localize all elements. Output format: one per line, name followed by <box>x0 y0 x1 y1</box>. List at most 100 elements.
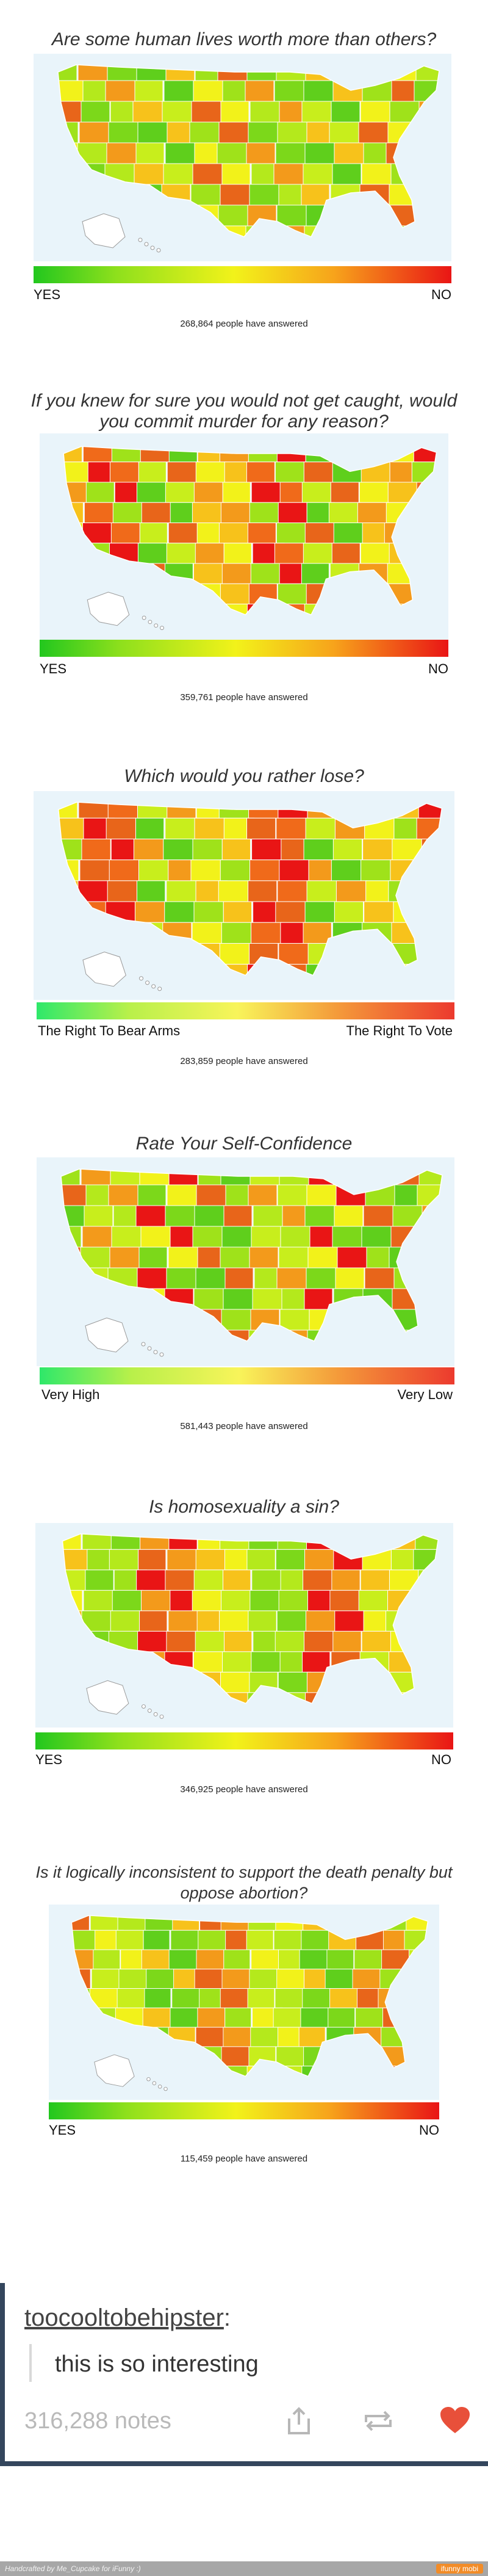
state-region <box>218 121 251 143</box>
state-region <box>220 101 249 123</box>
state-region <box>63 543 88 564</box>
state-region <box>413 1549 439 1571</box>
state-region <box>62 1692 89 1704</box>
share-button[interactable] <box>282 2404 316 2438</box>
state-region <box>331 543 361 564</box>
us-map <box>40 433 448 641</box>
state-region <box>418 1246 442 1268</box>
state-region <box>135 817 165 839</box>
state-region <box>146 1969 175 1989</box>
state-region <box>138 461 167 483</box>
state-region <box>140 1671 169 1693</box>
state-region <box>278 1246 312 1268</box>
state-region <box>108 121 140 143</box>
state-region <box>351 1915 381 1931</box>
state-region <box>190 859 224 881</box>
state-region <box>138 859 170 881</box>
state-region <box>138 1246 168 1268</box>
state-region <box>247 523 276 544</box>
state-region <box>448 1164 454 1185</box>
state-region <box>304 142 337 164</box>
state-region <box>78 802 112 819</box>
state-region <box>360 1169 392 1185</box>
state-region <box>306 880 339 902</box>
state-region <box>357 1671 387 1693</box>
state-region <box>190 942 222 965</box>
state-region <box>71 2027 92 2047</box>
state-region <box>414 502 437 524</box>
state-region <box>164 225 196 237</box>
state-region <box>58 942 82 965</box>
state-region <box>415 1533 439 1550</box>
state-region <box>414 225 439 237</box>
state-region <box>415 901 442 923</box>
like-button[interactable] <box>438 2404 472 2438</box>
state-region <box>303 838 334 861</box>
state-region <box>105 901 139 923</box>
state-region <box>58 817 87 839</box>
state-region <box>385 225 418 237</box>
state-region <box>329 121 362 143</box>
state-region <box>387 1590 418 1612</box>
state-region <box>334 1205 364 1227</box>
state-region <box>217 142 248 164</box>
state-region <box>195 461 227 483</box>
state-region <box>447 122 451 143</box>
state-region <box>218 880 249 902</box>
state-region <box>63 563 85 584</box>
state-region <box>249 1671 278 1693</box>
state-region <box>390 1226 422 1248</box>
state-region <box>219 1610 249 1632</box>
notes-count[interactable]: 316,288 notes <box>24 2408 171 2434</box>
state-region <box>274 80 308 102</box>
poll-title: If you knew for sure you would not get c… <box>30 391 458 432</box>
state-region <box>279 1169 309 1185</box>
state-region <box>393 1267 426 1289</box>
state-region <box>220 1671 251 1693</box>
state-region <box>449 1309 454 1330</box>
state-region <box>301 101 332 123</box>
state-region <box>252 1288 284 1310</box>
state-region <box>105 80 135 102</box>
state-region <box>418 1569 439 1591</box>
state-region <box>309 1309 342 1331</box>
state-region <box>246 142 276 164</box>
state-region <box>416 817 442 839</box>
state-region <box>108 1184 138 1206</box>
reblog-button[interactable] <box>361 2404 395 2438</box>
poll-title: Is it logically inconsistent to support … <box>35 1863 453 1902</box>
share-icon <box>288 2407 310 2434</box>
state-region <box>139 1610 168 1632</box>
state-region <box>138 1549 167 1571</box>
state-region <box>61 1309 85 1331</box>
state-region <box>351 2046 380 2067</box>
scale-left-label: YES <box>35 1752 63 1767</box>
state-region <box>251 922 282 944</box>
state-region <box>220 583 250 605</box>
state-region <box>137 1184 167 1206</box>
state-region <box>377 2066 408 2077</box>
state-region <box>140 1533 170 1550</box>
state-region <box>111 1226 143 1248</box>
state-region <box>358 1590 390 1612</box>
state-region <box>331 2046 360 2067</box>
state-region <box>274 543 306 564</box>
state-region <box>276 523 309 544</box>
state-region <box>163 838 195 861</box>
state-region <box>191 1671 223 1693</box>
state-region <box>448 943 454 964</box>
state-region <box>58 859 79 881</box>
state-region <box>361 1630 395 1652</box>
state-region <box>61 1330 88 1341</box>
state-region <box>164 901 196 923</box>
state-region <box>166 1630 197 1652</box>
state-region <box>412 1630 439 1652</box>
alaska-shape <box>94 2054 135 2087</box>
state-region <box>144 1988 171 2008</box>
state-region <box>248 446 279 463</box>
hawaii-island <box>147 1708 152 1713</box>
state-region <box>134 163 167 185</box>
username-link[interactable]: toocooltobehipster <box>24 2304 224 2331</box>
state-region <box>306 1610 338 1632</box>
state-region <box>449 860 454 881</box>
